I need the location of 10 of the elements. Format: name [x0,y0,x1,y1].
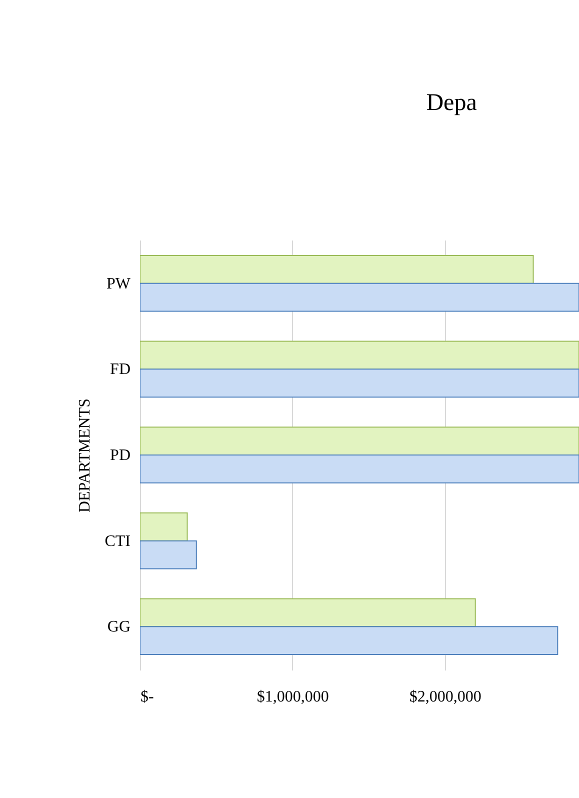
y-tick-label: PW [106,275,132,292]
y-tick-label: FD [110,361,130,378]
y-tick-label: PD [110,447,130,464]
y-axis-title: DEPARTMENTS [76,398,94,513]
y-tick-label: GG [107,618,131,636]
chart-title: Depa [426,90,478,116]
y-tick-label: CTI [104,532,130,550]
x-tick-label: $2,000,000 [409,688,482,706]
x-tick-label: $- [140,688,154,706]
x-tick-label: $1,000,000 [256,688,329,706]
